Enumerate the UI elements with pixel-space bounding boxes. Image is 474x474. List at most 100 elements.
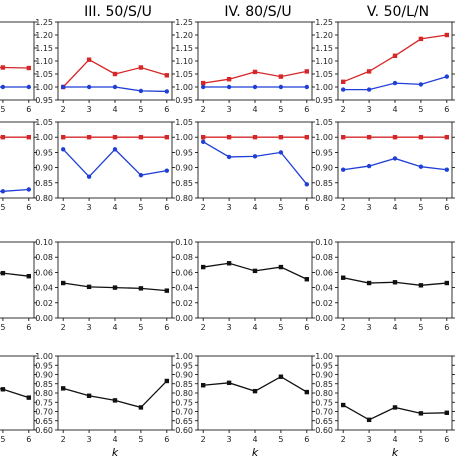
data-point (112, 147, 118, 152)
data-point (444, 32, 450, 38)
plot-frame (337, 355, 453, 431)
chart-r4-c1: 0.600.650.700.750.800.850.900.951.00 2 3 4 5… (35, 352, 175, 459)
data-point (304, 389, 310, 395)
data-point (0, 270, 6, 276)
column-title-3: V. 50/L/N (367, 4, 429, 20)
data-point (60, 147, 66, 152)
data-point (226, 77, 232, 82)
data-point (252, 84, 258, 90)
y-tick-label: 0.04 (175, 284, 193, 293)
x-tick-label: 3 (367, 323, 372, 332)
x-tick-label: 4 (112, 323, 117, 332)
x-tick-label: 2 (341, 323, 346, 332)
x-tick-label: 3 (87, 203, 92, 212)
chart-r3-c3: 0.00 0.02 0.04 0.06 0.08 0.10 2 3 4 5 6 (315, 238, 455, 332)
x-tick-label: 3 (367, 105, 372, 114)
y-tick-label: 0.90 (175, 371, 193, 380)
data-point (392, 156, 398, 161)
data-point (278, 74, 284, 79)
x-tick-label: 2 (341, 435, 346, 444)
y-tick-label: 0.00 (35, 314, 53, 323)
x-tick-label: 4 (392, 323, 397, 332)
data-point (392, 280, 398, 285)
data-point (0, 189, 6, 194)
y-tick-label: 1.00 (175, 133, 193, 142)
data-point (392, 53, 398, 58)
y-tick-label: 0.75 (35, 398, 53, 407)
x-tick-label: 6 (444, 203, 449, 212)
chart-r2-c2: 0.80 0.85 0.90 0.95 1.00 1.05 2 3 4 5 6 (175, 118, 315, 212)
data-point (26, 65, 32, 71)
data-point (392, 405, 398, 410)
y-tick-label: 0.06 (175, 268, 193, 277)
chart-r4-c3: 0.600.650.700.750.800.850.900.951.00 2 3 4 5… (315, 352, 455, 459)
x-tick-label: 2 (61, 435, 66, 444)
x-tick-label: 5 (418, 323, 423, 332)
y-tick-label: 0.85 (35, 179, 53, 188)
x-tick-label: 4 (112, 105, 117, 114)
y-tick-label: 0.10 (315, 238, 333, 247)
data-point (200, 84, 206, 90)
x-tick-label: 6 (444, 323, 449, 332)
x-tick-label: 3 (227, 105, 232, 114)
chart-r3-c1: 0.00 0.02 0.04 0.06 0.08 0.10 2 3 4 5 6 (35, 238, 175, 332)
data-point (366, 163, 372, 169)
x-tick-label: 6 (444, 105, 449, 114)
data-point (304, 182, 310, 187)
data-point (112, 135, 118, 140)
y-tick-label: 1.00 (175, 83, 193, 92)
column-title-1: III. 50/S/U (84, 4, 152, 20)
chart-r2-c3: 0.80 0.85 0.90 0.95 1.00 1.05 2 3 4 5 6 (315, 118, 455, 212)
x-tick-label: 3 (367, 435, 372, 444)
data-point (26, 274, 32, 279)
data-point (226, 135, 232, 140)
data-point (200, 383, 206, 388)
data-point (418, 164, 424, 169)
y-tick-label: 0.85 (315, 380, 333, 389)
data-point (226, 380, 232, 386)
y-tick-label: 0.70 (175, 408, 193, 417)
y-tick-label: 0.90 (315, 371, 333, 380)
data-point (418, 411, 424, 416)
x-tick-label: 2 (341, 203, 346, 212)
y-tick-label: 0.02 (35, 299, 53, 308)
data-point (86, 135, 92, 140)
y-tick-label: 0.65 (315, 417, 333, 426)
data-point (200, 135, 206, 140)
data-point (278, 374, 284, 379)
plot-frame (57, 121, 173, 199)
data-point (0, 84, 6, 90)
x-tick-label: 6 (26, 105, 31, 114)
x-axis-label: k (392, 446, 399, 459)
y-tick-label: 1.20 (175, 31, 193, 40)
data-point (112, 398, 118, 403)
y-tick-label: 1.20 (315, 31, 333, 40)
data-point (164, 378, 170, 384)
data-point (26, 395, 32, 400)
x-tick-label: 6 (164, 435, 169, 444)
x-tick-label: 3 (227, 435, 232, 444)
chart-r4-c2: 0.600.650.700.750.800.850.900.951.00 2 3 4 5… (175, 352, 315, 459)
x-tick-label: 5 (278, 203, 283, 212)
series-line-blue (202, 141, 308, 185)
data-point (252, 154, 258, 159)
data-point (0, 65, 6, 70)
data-point (138, 173, 144, 178)
y-tick-label: 0.08 (175, 253, 193, 262)
series-line-black (63, 380, 168, 409)
x-tick-label: 4 (252, 323, 257, 332)
y-tick-label: 1.00 (315, 352, 333, 361)
y-tick-label: 0.60 (175, 426, 193, 435)
plot-frame (0, 355, 35, 431)
y-tick-label: 0.95 (175, 148, 193, 157)
y-tick-label: 0.70 (35, 408, 53, 417)
x-tick-label: 2 (201, 435, 206, 444)
y-tick-label: 0.80 (315, 194, 333, 203)
x-tick-label: 2 (341, 105, 346, 114)
data-point (86, 174, 92, 179)
x-tick-label: 4 (252, 203, 257, 212)
y-tick-label: 1.05 (315, 118, 333, 127)
